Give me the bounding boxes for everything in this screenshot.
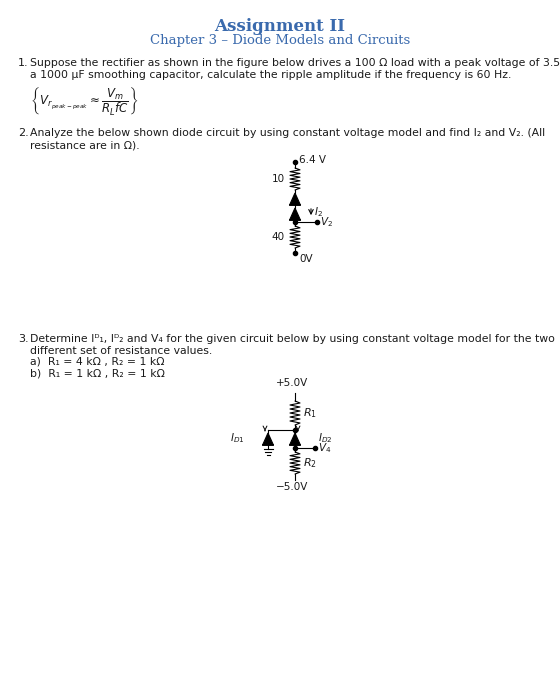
Text: $V_2$: $V_2$ <box>320 215 333 229</box>
Text: 10: 10 <box>272 174 285 184</box>
Polygon shape <box>263 433 273 445</box>
Text: a)  R₁ = 4 kΩ , R₂ = 1 kΩ: a) R₁ = 4 kΩ , R₂ = 1 kΩ <box>30 357 165 367</box>
Text: $R_2$: $R_2$ <box>303 456 317 470</box>
Text: different set of resistance values.: different set of resistance values. <box>30 346 212 356</box>
Text: $\left\{V_{r_{peak-peak}} \approx \dfrac{V_m}{R_L f C}\right\}$: $\left\{V_{r_{peak-peak}} \approx \dfrac… <box>30 85 138 117</box>
Polygon shape <box>290 193 300 205</box>
Polygon shape <box>290 208 300 220</box>
Text: resistance are in Ω).: resistance are in Ω). <box>30 140 139 150</box>
Text: a 1000 μF smoothing capacitor, calculate the ripple amplitude if the frequency i: a 1000 μF smoothing capacitor, calculate… <box>30 70 511 80</box>
Text: Analyze the below shown diode circuit by using constant voltage model and find I: Analyze the below shown diode circuit by… <box>30 128 545 138</box>
Text: 2.: 2. <box>18 128 29 138</box>
Text: Chapter 3 – Diode Models and Circuits: Chapter 3 – Diode Models and Circuits <box>150 34 410 47</box>
Text: 1.: 1. <box>18 58 29 68</box>
Text: $R_1$: $R_1$ <box>303 406 317 420</box>
Text: $V_4$: $V_4$ <box>318 441 332 455</box>
Text: Assignment II: Assignment II <box>214 18 346 35</box>
Text: $I_2$: $I_2$ <box>314 205 323 219</box>
Text: $I_{D1}$: $I_{D1}$ <box>230 431 245 445</box>
Text: $I_{D2}$: $I_{D2}$ <box>318 431 333 445</box>
Text: +5.0V: +5.0V <box>276 378 308 388</box>
Text: 40: 40 <box>272 232 285 242</box>
Text: b)  R₁ = 1 kΩ , R₂ = 1 kΩ: b) R₁ = 1 kΩ , R₂ = 1 kΩ <box>30 368 165 378</box>
Text: Determine Iᴰ₁, Iᴰ₂ and V₄ for the given circuit below by using constant voltage : Determine Iᴰ₁, Iᴰ₂ and V₄ for the given … <box>30 334 555 344</box>
Text: 3.: 3. <box>18 334 29 344</box>
Text: −5.0V: −5.0V <box>276 482 308 492</box>
Text: 0V: 0V <box>299 254 312 264</box>
Text: Suppose the rectifier as shown in the figure below drives a 100 Ω load with a pe: Suppose the rectifier as shown in the fi… <box>30 58 560 68</box>
Polygon shape <box>290 433 300 445</box>
Text: 6.4 V: 6.4 V <box>299 155 326 165</box>
